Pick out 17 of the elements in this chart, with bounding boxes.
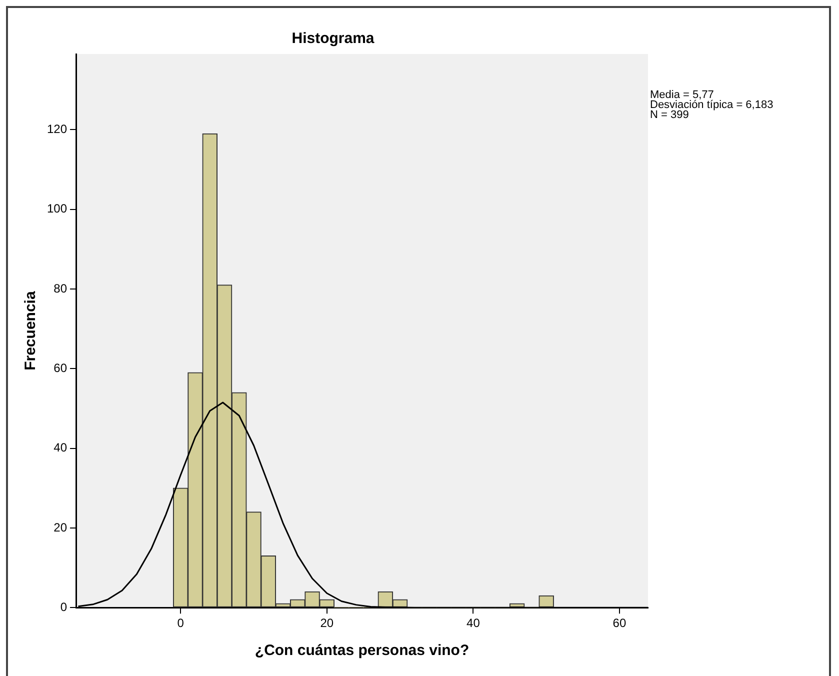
y-tick-label: 20 <box>54 520 68 534</box>
x-tick-label: 60 <box>612 616 626 630</box>
y-tick-label: 100 <box>46 202 68 216</box>
y-tick-label: 60 <box>54 360 68 375</box>
y-tick-label: 120 <box>46 122 68 136</box>
x-tick-label: 20 <box>320 616 334 630</box>
y-tick-label: 80 <box>54 281 68 296</box>
text: N = 399 <box>650 109 690 121</box>
y-axis-title: Frecuencia <box>22 290 40 370</box>
x-tick-label: 0 <box>177 616 184 630</box>
y-tick-label: 40 <box>54 440 68 455</box>
x-axis-title: ¿Con cuántas personas vino? <box>254 642 470 660</box>
text: Media = 5,77 <box>650 89 714 101</box>
x-tick-label: 40 <box>466 616 480 630</box>
chart-title: Histograma <box>292 30 375 48</box>
text: Desviación típica = 6,183 <box>650 99 774 111</box>
y-tick-label: 0 <box>60 600 68 614</box>
